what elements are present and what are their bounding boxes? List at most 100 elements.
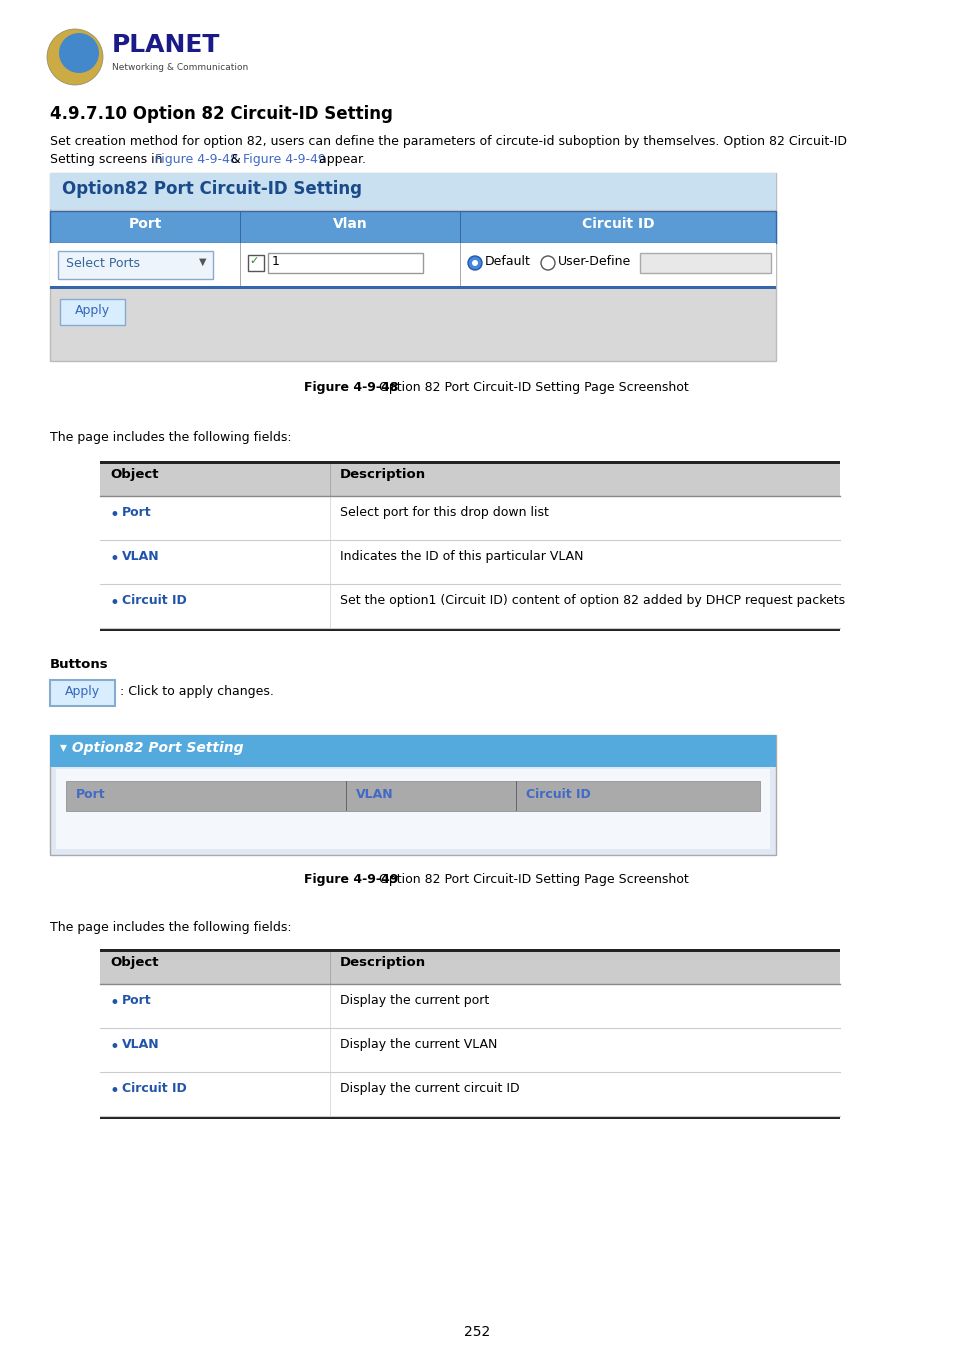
Text: Networking & Communication: Networking & Communication (112, 62, 248, 72)
Text: Figure 4-9-48: Figure 4-9-48 (154, 153, 237, 166)
Text: •: • (110, 1081, 120, 1100)
Text: Buttons: Buttons (50, 657, 109, 671)
Text: ▾ Option82 Port Setting: ▾ Option82 Port Setting (60, 741, 243, 755)
Bar (50, 243, 775, 289)
Bar (346, 782, 347, 811)
Bar (50, 211, 775, 243)
Text: Vlan: Vlan (333, 217, 367, 231)
Text: Figure 4-9-48: Figure 4-9-48 (303, 381, 397, 394)
Text: The page includes the following fields:: The page includes the following fields: (50, 431, 292, 444)
Text: Display the current port: Display the current port (339, 994, 489, 1007)
Circle shape (59, 32, 99, 73)
Text: VLAN: VLAN (122, 1038, 159, 1052)
Bar (50, 286, 775, 289)
Text: Port: Port (122, 506, 152, 518)
Text: Apply: Apply (74, 304, 110, 317)
Text: Port: Port (76, 788, 106, 801)
Bar (100, 585, 840, 628)
Text: Figure 4-9-49: Figure 4-9-49 (303, 873, 397, 886)
Circle shape (540, 256, 555, 270)
Bar (100, 952, 840, 984)
Bar (240, 211, 241, 243)
Bar (100, 1116, 840, 1119)
Bar (459, 243, 460, 289)
Bar (248, 255, 264, 271)
Bar (50, 734, 775, 767)
Text: Description: Description (339, 468, 426, 481)
Text: 1: 1 (272, 255, 279, 269)
Text: Apply: Apply (65, 684, 99, 698)
Text: Set creation method for option 82, users can define the parameters of circute-id: Set creation method for option 82, users… (50, 135, 846, 148)
Text: •: • (110, 994, 120, 1012)
Text: ✓: ✓ (249, 256, 258, 266)
Bar (330, 540, 331, 585)
Text: Port: Port (122, 994, 152, 1007)
Bar (330, 1027, 331, 1072)
Bar (60, 298, 125, 325)
Text: Default: Default (484, 255, 530, 269)
Bar (100, 984, 840, 1027)
Text: Object: Object (110, 468, 158, 481)
Text: 252: 252 (463, 1324, 490, 1339)
Text: •: • (110, 1038, 120, 1056)
Text: Option 82 Port Circuit-ID Setting Page Screenshot: Option 82 Port Circuit-ID Setting Page S… (375, 381, 688, 394)
Text: Select Ports: Select Ports (66, 256, 140, 270)
Text: VLAN: VLAN (122, 549, 159, 563)
Text: User-Define: User-Define (558, 255, 631, 269)
Text: &: & (227, 153, 244, 166)
Text: Set the option1 (Circuit ID) content of option 82 added by DHCP request packets: Set the option1 (Circuit ID) content of … (339, 594, 844, 608)
Text: Circuit ID: Circuit ID (122, 1081, 187, 1095)
Bar (459, 211, 460, 243)
Bar (100, 464, 840, 495)
Text: Option82 Port Circuit-ID Setting: Option82 Port Circuit-ID Setting (62, 180, 361, 198)
Text: 4.9.7.10 Option 82 Circuit-ID Setting: 4.9.7.10 Option 82 Circuit-ID Setting (50, 105, 393, 123)
Bar (330, 984, 331, 1027)
Bar (330, 464, 331, 495)
Bar (100, 628, 840, 630)
Bar (50, 680, 115, 706)
Bar (100, 460, 840, 464)
Text: Option 82 Port Circuit-ID Setting Page Screenshot: Option 82 Port Circuit-ID Setting Page S… (375, 873, 688, 886)
Text: Display the current VLAN: Display the current VLAN (339, 1038, 497, 1052)
Text: appear.: appear. (314, 153, 366, 166)
Circle shape (468, 256, 481, 270)
Bar (639, 252, 770, 273)
Text: Circuit ID: Circuit ID (581, 217, 654, 231)
Bar (330, 952, 331, 984)
Bar (100, 1027, 840, 1072)
Bar (330, 585, 331, 628)
Text: Object: Object (110, 956, 158, 969)
Text: Port: Port (128, 217, 161, 231)
Text: •: • (110, 506, 120, 524)
Text: Display the current circuit ID: Display the current circuit ID (339, 1081, 519, 1095)
Bar (240, 243, 241, 289)
Circle shape (47, 28, 103, 85)
Text: VLAN: VLAN (355, 788, 394, 801)
Text: Description: Description (339, 956, 426, 969)
Bar (56, 769, 769, 849)
Bar (268, 252, 422, 273)
Text: Select port for this drop down list: Select port for this drop down list (339, 506, 548, 518)
Circle shape (472, 261, 477, 266)
Text: : Click to apply changes.: : Click to apply changes. (120, 684, 274, 698)
Bar (330, 1072, 331, 1116)
Bar (100, 949, 840, 952)
Bar (330, 495, 331, 540)
Text: ▼: ▼ (199, 256, 206, 267)
Bar (58, 251, 213, 279)
Bar (66, 782, 760, 811)
Text: Circuit ID: Circuit ID (525, 788, 590, 801)
Text: PLANET: PLANET (112, 32, 220, 57)
Bar (100, 495, 840, 540)
Bar (100, 1072, 840, 1116)
Bar (516, 782, 517, 811)
Text: The page includes the following fields:: The page includes the following fields: (50, 921, 292, 934)
Text: Figure 4-9-49: Figure 4-9-49 (243, 153, 326, 166)
Text: Setting screens in: Setting screens in (50, 153, 167, 166)
Text: •: • (110, 594, 120, 612)
Bar (100, 540, 840, 585)
Bar (50, 173, 775, 360)
Bar (50, 734, 775, 855)
Bar (50, 173, 775, 209)
Text: Circuit ID: Circuit ID (122, 594, 187, 608)
